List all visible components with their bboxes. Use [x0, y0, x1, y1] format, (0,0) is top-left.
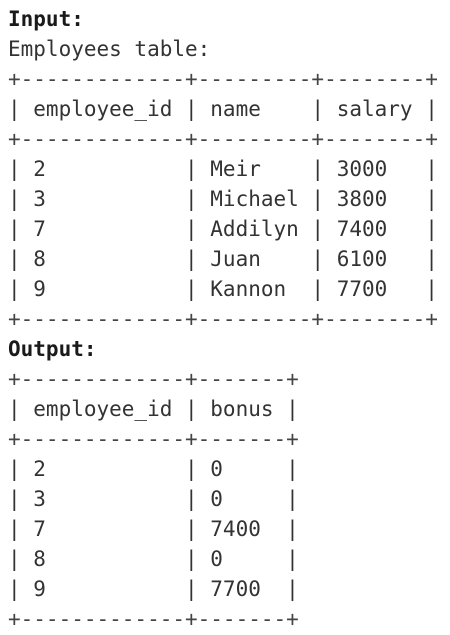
table-separator: |	[286, 517, 299, 541]
table-separator: |	[185, 97, 198, 121]
table-separator: |	[286, 547, 299, 571]
table-separator: |	[185, 457, 198, 481]
table-separator: |	[311, 277, 325, 301]
table-cell: 9	[33, 577, 46, 601]
table-separator: |	[185, 487, 198, 511]
table-separator: |	[286, 487, 299, 511]
input-label: Input:	[8, 7, 84, 31]
table-separator: |	[8, 247, 21, 271]
table-cell: 7	[33, 217, 46, 241]
table-separator: |	[8, 487, 21, 511]
table-cell: 7	[33, 517, 46, 541]
table-cell: Kannon	[210, 277, 287, 301]
table-separator: |	[425, 187, 438, 211]
table-separator: |	[425, 157, 438, 181]
table-cell: 8	[33, 247, 46, 271]
table-cell: Michael	[210, 187, 299, 211]
table-separator: |	[425, 277, 438, 301]
table-cell: 0	[210, 547, 223, 571]
table-separator: |	[311, 187, 325, 211]
output-label: Output:	[8, 337, 97, 361]
table-cell: Meir	[210, 157, 261, 181]
table-separator: |	[8, 517, 21, 541]
table-separator: |	[311, 157, 325, 181]
table-border: +-------------+---------+--------+	[8, 127, 438, 151]
table-border: +-------------+-------+	[8, 607, 299, 631]
table-cell: employee_id	[33, 97, 173, 121]
table-border: +-------------+---------+--------+	[8, 67, 438, 91]
table-cell: 8	[33, 547, 46, 571]
table-cell: name	[210, 97, 261, 121]
table-separator: |	[8, 157, 21, 181]
table-cell: bonus	[210, 397, 274, 421]
table-border: +-------------+-------+	[8, 427, 299, 451]
table-border: +-------------+---------+--------+	[8, 307, 438, 331]
table-cell: 3000	[336, 157, 388, 181]
table-separator: |	[185, 247, 198, 271]
table-separator: |	[185, 547, 198, 571]
table-cell: 0	[210, 487, 223, 511]
table-separator: |	[185, 187, 198, 211]
table-border: +-------------+-------+	[8, 367, 299, 391]
table-cell: 3800	[336, 187, 388, 211]
table-cell: salary	[336, 97, 413, 121]
table-separator: |	[185, 577, 198, 601]
table-separator: |	[185, 217, 198, 241]
table-separator: |	[425, 217, 438, 241]
table-separator: |	[8, 457, 21, 481]
table-cell: 7400	[210, 517, 261, 541]
table-cell: 7700	[336, 277, 388, 301]
table-cell: 9	[33, 277, 46, 301]
table-separator: |	[311, 247, 325, 271]
table-separator: |	[185, 397, 198, 421]
table-separator: |	[425, 247, 438, 271]
table-cell: 7400	[336, 217, 388, 241]
table-separator: |	[286, 577, 299, 601]
table-cell: Juan	[210, 247, 261, 271]
table-separator: |	[8, 217, 21, 241]
table-separator: |	[8, 97, 21, 121]
table-separator: |	[8, 547, 21, 571]
input-caption: Employees table:	[8, 37, 211, 61]
table-cell: 3	[33, 487, 46, 511]
table-cell: 2	[33, 457, 46, 481]
table-cell: 7700	[210, 577, 261, 601]
table-cell: 2	[33, 157, 46, 181]
table-cell: 6100	[336, 247, 388, 271]
table-cell: Addilyn	[210, 217, 299, 241]
table-separator: |	[286, 457, 299, 481]
table-cell: 0	[210, 457, 223, 481]
table-separator: |	[311, 97, 325, 121]
table-separator: |	[185, 157, 198, 181]
table-separator: |	[185, 517, 198, 541]
table-separator: |	[425, 97, 438, 121]
table-separator: |	[8, 397, 21, 421]
table-separator: |	[8, 277, 21, 301]
table-separator: |	[8, 187, 21, 211]
table-separator: |	[286, 397, 299, 421]
table-separator: |	[8, 577, 21, 601]
table-cell: employee_id	[33, 397, 173, 421]
table-cell: 3	[33, 187, 46, 211]
table-separator: |	[311, 217, 325, 241]
table-separator: |	[185, 277, 198, 301]
